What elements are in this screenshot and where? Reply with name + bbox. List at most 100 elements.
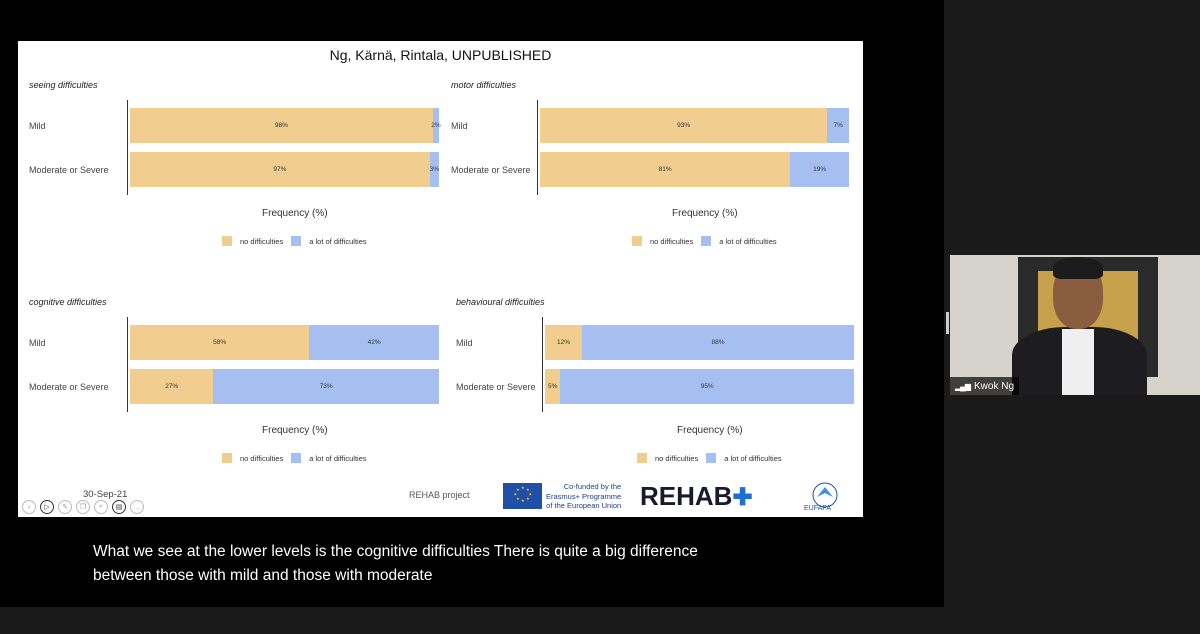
chart-title: cognitive difficulties [29, 297, 107, 307]
category-label: Mild [451, 121, 468, 131]
stacked-bar: 81% 19% [540, 152, 849, 187]
data-label: 93% [677, 122, 691, 129]
pen-icon[interactable]: ✎ [58, 500, 72, 514]
data-label: 42% [367, 339, 381, 346]
legend-swatch [637, 453, 647, 463]
bar-segment-a-lot-of-difficulties: 3% [430, 152, 439, 187]
participant-name: Kwok Ng [973, 380, 1014, 392]
svg-text:★: ★ [516, 496, 520, 501]
panel-resize-handle[interactable] [946, 312, 949, 334]
participant-video[interactable]: ▂▄▆ Kwok Ng [950, 255, 1200, 395]
stacked-bar: 97% 3% [130, 152, 439, 187]
copy-icon[interactable]: ❐ [76, 500, 90, 514]
slide-controls: ‹ ▷ ✎ ❐ ⌕ ▤ … [22, 500, 144, 514]
category-label: Mild [29, 121, 46, 131]
svg-text:★: ★ [529, 492, 533, 497]
data-label: 5% [548, 383, 558, 390]
bar-segment-a-lot-of-difficulties: 95% [560, 369, 854, 404]
eu-cofunded-text: Co-funded by the Erasmus+ Programme of t… [546, 482, 622, 510]
live-caption: What we see at the lower levels is the c… [93, 543, 698, 584]
svg-text:★: ★ [514, 492, 518, 497]
bar-segment-no-difficulties: 98% [130, 108, 433, 143]
x-axis-label: Frequency (%) [672, 208, 738, 219]
more-icon[interactable]: … [130, 500, 144, 514]
legend-label: a lot of difficulties [309, 236, 367, 246]
signal-bars-icon: ▂▄▆ [955, 381, 971, 391]
eu-flag-icon: ★ ★★ ★★★ ★★ [503, 483, 542, 509]
chart-legend: no difficulties a lot of difficulties [637, 453, 790, 463]
stacked-bar: 5% 95% [545, 369, 854, 404]
data-label: 73% [319, 383, 333, 390]
chart-legend: no difficulties a lot of difficulties [222, 453, 375, 463]
legend-item-no-difficulties: no difficulties [637, 453, 698, 463]
bar-segment-no-difficulties: 58% [130, 325, 310, 360]
legend-item-a-lot-of-difficulties: a lot of difficulties [291, 236, 367, 246]
y-axis-line [127, 317, 128, 412]
rehab-logo: REHAB✚ [640, 481, 753, 511]
bar-segment-a-lot-of-difficulties: 73% [213, 369, 439, 404]
legend-label: no difficulties [650, 236, 694, 246]
eufapa-logo-text: EUFAPA [804, 505, 832, 512]
category-label: Mild [456, 338, 473, 348]
category-label: Moderate or Severe [451, 165, 531, 175]
bar-segment-no-difficulties: 5% [545, 369, 561, 404]
legend-label: a lot of difficulties [719, 236, 777, 246]
svg-text:★: ★ [516, 487, 520, 492]
legend-swatch [291, 453, 302, 463]
legend-swatch [706, 453, 717, 463]
stacked-bar: 98% 2% [130, 108, 441, 143]
legend-label: no difficulties [240, 236, 284, 246]
chart-title: motor difficulties [451, 80, 517, 90]
legend-swatch [222, 453, 232, 463]
bar-segment-a-lot-of-difficulties: 88% [582, 325, 854, 360]
play-icon[interactable]: ▷ [40, 500, 54, 514]
legend-label: no difficulties [240, 453, 284, 463]
legend-swatch [701, 236, 712, 246]
chart-title: seeing difficulties [29, 80, 98, 90]
stacked-bar: 93% 7% [540, 108, 849, 143]
bar-segment-no-difficulties: 12% [545, 325, 583, 360]
data-label: 12% [557, 339, 571, 346]
bar-segment-no-difficulties: 81% [540, 152, 791, 187]
y-axis-line [537, 100, 538, 195]
category-label: Moderate or Severe [456, 382, 536, 392]
legend-item-a-lot-of-difficulties: a lot of difficulties [701, 236, 777, 246]
legend-item-a-lot-of-difficulties: a lot of difficulties [706, 453, 782, 463]
stacked-bar: 27% 73% [130, 369, 439, 404]
participant-name-tag: ▂▄▆ Kwok Ng [950, 377, 1019, 395]
zoom-icon[interactable]: ⌕ [94, 500, 108, 514]
category-label: Moderate or Severe [29, 165, 109, 175]
prev-icon[interactable]: ‹ [22, 500, 36, 514]
slides-icon[interactable]: ▤ [112, 500, 126, 514]
stacked-bar: 58% 42% [130, 325, 439, 360]
chart-seeing-difficulties: seeing difficulties Mild 98% 2% Moderate or … [29, 77, 449, 277]
chart-title: behavioural difficulties [456, 297, 545, 307]
presentation-stage: Ng, Kärnä, Rintala, UNPUBLISHED seeing d… [0, 0, 944, 607]
bar-segment-a-lot-of-difficulties: 19% [790, 152, 849, 187]
data-label: 27% [165, 383, 179, 390]
svg-text:★: ★ [526, 487, 530, 492]
legend-label: no difficulties [655, 453, 699, 463]
legend-item-no-difficulties: no difficulties [632, 236, 693, 246]
legend-swatch [632, 236, 642, 246]
x-axis-label: Frequency (%) [677, 425, 743, 436]
slide-title: Ng, Kärnä, Rintala, UNPUBLISHED [329, 47, 552, 63]
data-label: 97% [273, 166, 287, 173]
legend-swatch [222, 236, 232, 246]
project-label: REHAB project [409, 490, 470, 500]
category-label: Mild [29, 338, 46, 348]
bar-segment-no-difficulties: 93% [540, 108, 828, 143]
data-label: 19% [813, 166, 827, 173]
category-label: Moderate or Severe [29, 382, 109, 392]
svg-text:★: ★ [526, 496, 530, 501]
data-label: 88% [711, 339, 725, 346]
stacked-bar: 12% 88% [545, 325, 854, 360]
legend-item-no-difficulties: no difficulties [222, 453, 283, 463]
bar-segment-no-difficulties: 97% [130, 152, 430, 187]
bar-segment-a-lot-of-difficulties: 7% [827, 108, 849, 143]
chart-legend: no difficulties a lot of difficulties [222, 236, 375, 246]
x-axis-label: Frequency (%) [262, 208, 328, 219]
legend-swatch [291, 236, 302, 246]
legend-item-a-lot-of-difficulties: a lot of difficulties [291, 453, 367, 463]
chart-cognitive-difficulties: cognitive difficulties Mild 58% 42% Moderate… [29, 294, 449, 494]
